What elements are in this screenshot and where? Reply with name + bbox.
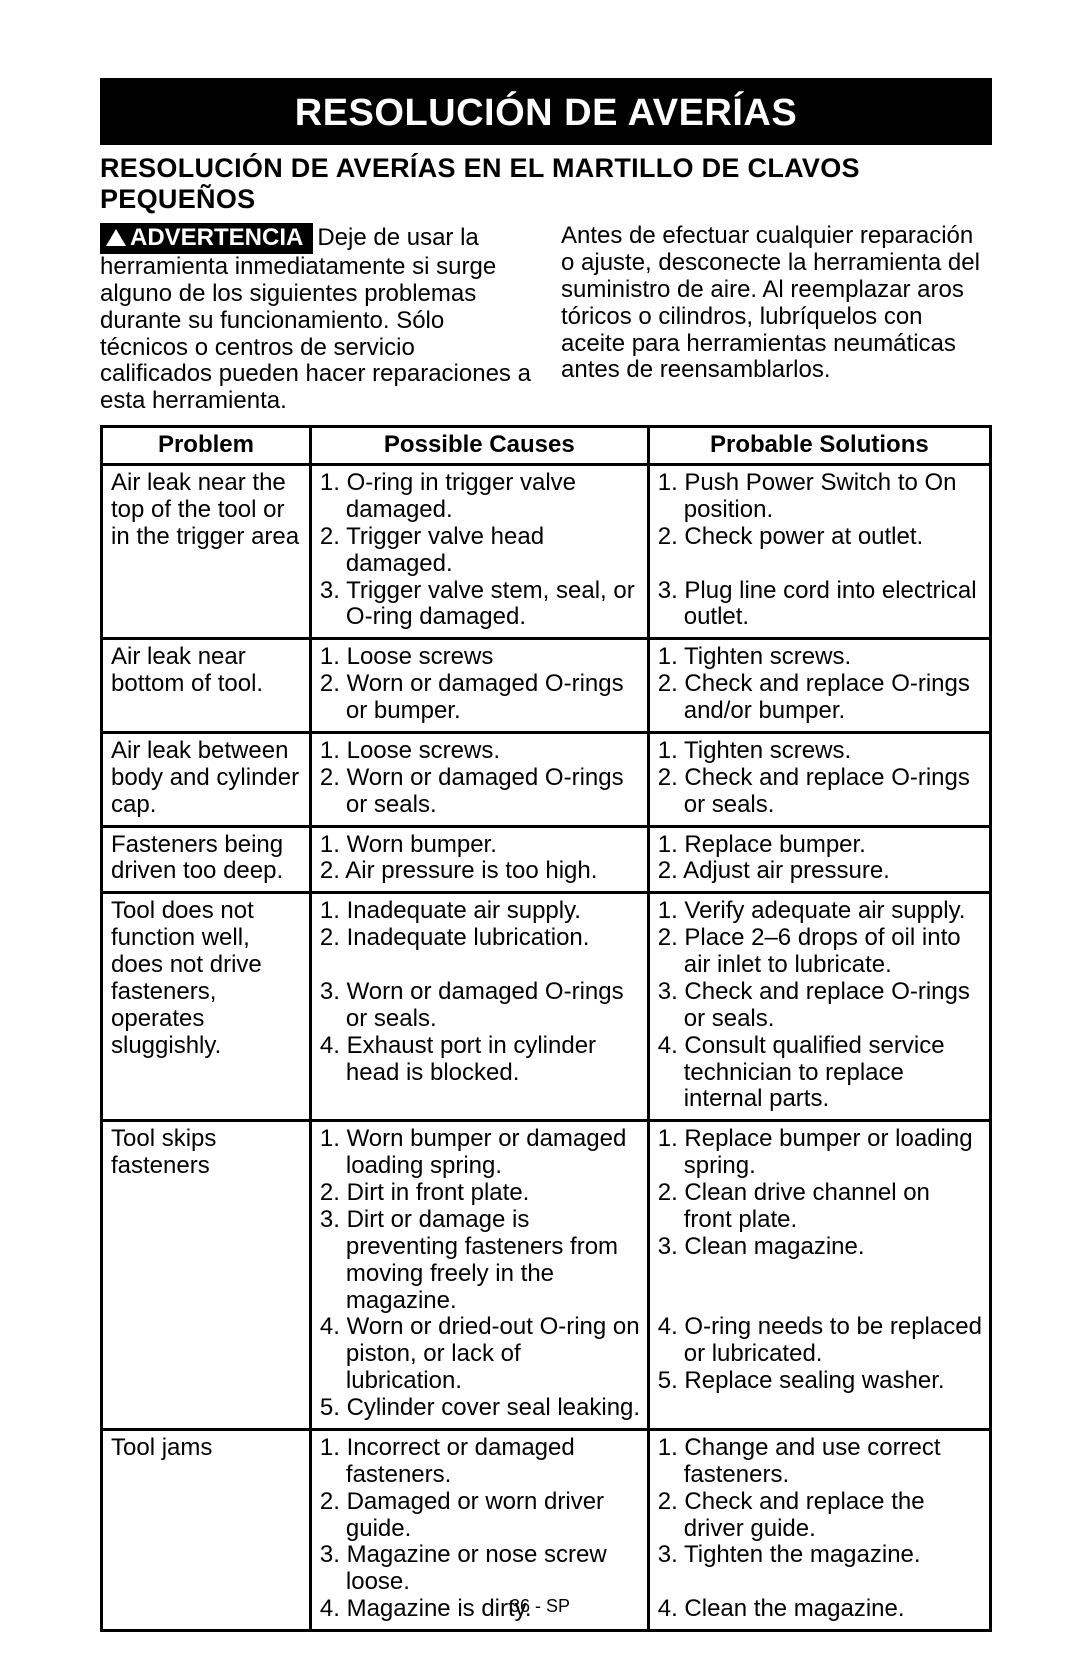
cell-solutions: 1. Tighten screws.2. Check and replace O…	[648, 639, 990, 733]
troubleshooting-table: Problem Possible Causes Probable Solutio…	[100, 425, 992, 1632]
cell-solutions: 1. Push Power Switch to On position.2. C…	[648, 465, 990, 639]
cell-problem: Tool does not function well, does not dr…	[102, 893, 311, 1121]
table-header-row: Problem Possible Causes Probable Solutio…	[102, 427, 991, 465]
table-row: Fasteners being driven too deep. 1. Worn…	[102, 826, 991, 893]
table-row: Tool does not function well, does not dr…	[102, 893, 991, 1121]
cell-causes: 1. Worn bumper or damaged loading spring…	[310, 1121, 648, 1430]
cell-causes: 1. Loose screws2. Worn or damaged O-ring…	[310, 639, 648, 733]
cell-solutions: 1. Verify adequate air supply.2. Place 2…	[648, 893, 990, 1121]
th-solutions: Probable Solutions	[648, 427, 990, 465]
cell-problem: Air leak near the top of the tool or in …	[102, 465, 311, 639]
cell-causes: 1. O-ring in trigger valve damaged.2. Tr…	[310, 465, 648, 639]
cell-causes: 1. Inadequate air supply.2. Inadequate l…	[310, 893, 648, 1121]
cell-problem: Tool skips fasteners	[102, 1121, 311, 1430]
th-problem: Problem	[102, 427, 311, 465]
table-row: Air leak near the top of the tool or in …	[102, 465, 991, 639]
cell-solutions: 1. Replace bumper.2. Adjust air pressure…	[648, 826, 990, 893]
page-footer: 36 - SP	[0, 1596, 1080, 1617]
th-causes: Possible Causes	[310, 427, 648, 465]
intro-block: ADVERTENCIADeje de usar la herramienta i…	[100, 223, 992, 415]
banner-title: RESOLUCIÓN DE AVERÍAS	[100, 78, 992, 145]
warning-label: ADVERTENCIA	[130, 224, 303, 251]
cell-problem: Air leak near bottom of tool.	[102, 639, 311, 733]
cell-problem: Fasteners being driven too deep.	[102, 826, 311, 893]
warning-badge: ADVERTENCIA	[100, 223, 313, 254]
warning-triangle-icon	[106, 229, 126, 246]
table-row: Air leak between body and cylinder cap. …	[102, 732, 991, 826]
table-row: Tool skips fasteners 1. Worn bumper or d…	[102, 1121, 991, 1430]
intro-left-text: Deje de usar la herramienta inmediatamen…	[100, 224, 531, 414]
cell-causes: 1. Loose screws.2. Worn or damaged O-rin…	[310, 732, 648, 826]
intro-left: ADVERTENCIADeje de usar la herramienta i…	[100, 223, 531, 415]
cell-solutions: 1. Tighten screws.2. Check and replace O…	[648, 732, 990, 826]
intro-right: Antes de efectuar cualquier reparación o…	[561, 223, 992, 415]
cell-solutions: 1. Replace bumper or loading spring.2. C…	[648, 1121, 990, 1430]
page: RESOLUCIÓN DE AVERÍAS RESOLUCIÓN DE AVER…	[0, 0, 1080, 1669]
cell-problem: Air leak between body and cylinder cap.	[102, 732, 311, 826]
table-row: Air leak near bottom of tool. 1. Loose s…	[102, 639, 991, 733]
table-body: Air leak near the top of the tool or in …	[102, 465, 991, 1631]
subtitle: RESOLUCIÓN DE AVERÍAS EN EL MARTILLO DE …	[100, 153, 992, 215]
cell-causes: 1. Worn bumper.2. Air pressure is too hi…	[310, 826, 648, 893]
